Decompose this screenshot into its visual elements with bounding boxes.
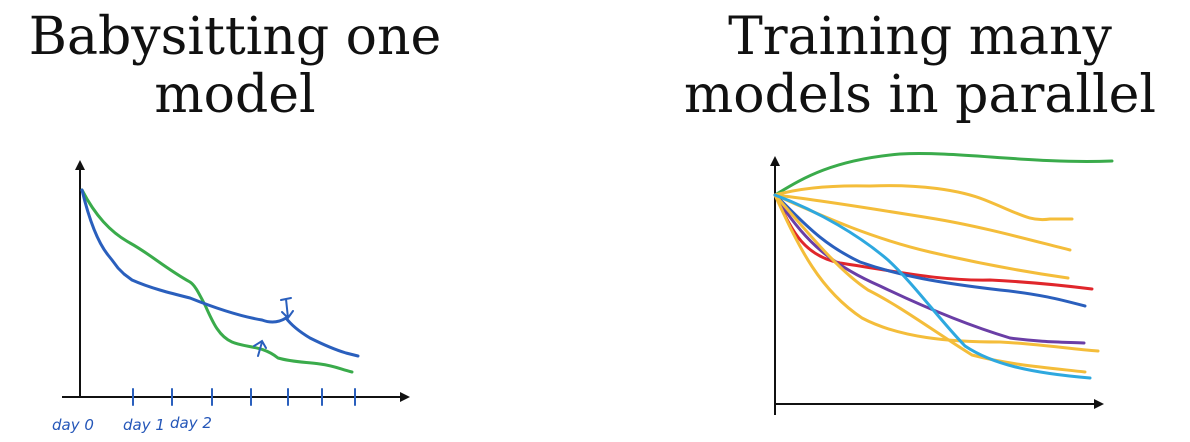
right-panel-title: Training many models in parallel (660, 8, 1180, 124)
curve-cyan (773, 193, 1092, 380)
up-arrow-annotation (253, 339, 267, 357)
curve-blue (773, 193, 1087, 308)
right-title-line2: models in parallel (684, 65, 1156, 125)
left-ticks (132, 388, 356, 406)
tick-label-day0: day 0 (52, 416, 94, 434)
curve-yellow-2 (773, 193, 1072, 252)
curve-yellow-4 (773, 193, 1100, 353)
right-title-line1: Training many (728, 7, 1112, 67)
curve-red (773, 193, 1094, 291)
left-green-curve (80, 188, 354, 374)
left-blue-curve (80, 188, 360, 358)
curve-green (773, 152, 1114, 197)
left-title-line1: Babysitting one (28, 7, 442, 67)
curve-yellow-1 (773, 184, 1074, 222)
left-panel-title: Babysitting one model (10, 8, 460, 124)
curve-yellow-5 (773, 193, 1087, 374)
left-title-line2: model (154, 65, 316, 125)
tick-label-day1: day 1 (123, 416, 165, 434)
left-sketch: day 0 day 1 day 2 (52, 160, 410, 434)
right-sketch (770, 152, 1114, 415)
tick-label-day2: day 2 (170, 414, 212, 432)
down-arrow-annotation (280, 297, 294, 320)
